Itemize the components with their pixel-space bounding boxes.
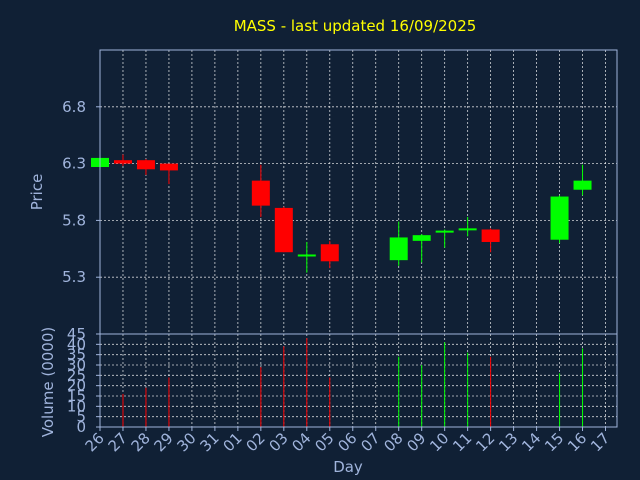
candle-body [550,196,569,240]
candle [458,216,477,237]
volume-tick-label: 5 [76,408,86,426]
price-panel: 5.3 5.8 6.3 6.8 [62,49,618,335]
candle-body [251,180,270,206]
price-tick-label: 5.8 [62,211,86,229]
price-tick-label: 6.3 [62,155,86,173]
candle [435,229,454,248]
candle [297,241,316,273]
candle-body [320,244,339,262]
volume-tick-label: 0 [76,418,86,436]
volume-tick-label: 45 [67,325,86,343]
volume-tick-label: 10 [67,397,86,415]
candle-body [573,180,592,190]
candle [320,240,339,269]
volume-panel-frame [99,333,618,428]
volume-tick-label: 35 [67,346,86,364]
candle [573,164,592,196]
volume-tick-label: 15 [67,387,86,405]
candle [481,228,500,253]
volume-axis-label: Volume (0000) [39,327,57,437]
candle [136,159,155,175]
candle [550,195,569,244]
candle [159,163,178,185]
candle-body [113,160,132,164]
candle-body [274,207,293,253]
candle-body [297,254,316,257]
volume-tick-label: 30 [67,356,86,374]
candle-body [159,163,178,171]
chart-title: MASS - last updated 16/09/2025 [234,17,477,35]
candle-body [136,160,155,170]
day-axis-label: Day [333,458,363,476]
candle-body [412,235,431,241]
price-tick-label: 6.8 [62,98,86,116]
candle [251,164,270,217]
volume-tick-label: 25 [67,366,86,384]
candle [389,221,408,266]
day-tick-labels: 2627282930310102030405060708091011121314… [82,427,613,455]
candle [412,234,431,263]
candle-body [481,229,500,242]
price-tick-label: 5.3 [62,268,86,286]
candle-body [389,237,408,261]
volume-tick-label: 20 [67,377,86,395]
candle [113,154,132,166]
candle-body [435,230,454,233]
candle [274,206,293,253]
price-axis-label: Price [28,174,46,211]
candle-body [458,228,477,231]
volume-tick-label: 40 [67,335,86,353]
